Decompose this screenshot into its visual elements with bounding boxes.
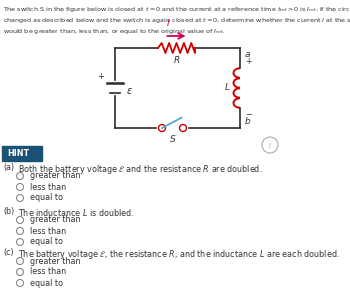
Text: $\varepsilon$: $\varepsilon$ xyxy=(126,86,133,96)
Text: less than: less than xyxy=(30,183,66,191)
Text: The inductance $L$ is doubled.: The inductance $L$ is doubled. xyxy=(18,207,134,218)
Text: L: L xyxy=(224,83,230,93)
Text: less than: less than xyxy=(30,268,66,276)
Text: greater than: greater than xyxy=(30,256,80,266)
FancyBboxPatch shape xyxy=(2,146,42,161)
Text: would be greater than, less than, or equal to the original value of $I_\mathrm{r: would be greater than, less than, or equ… xyxy=(3,27,225,36)
Text: (c): (c) xyxy=(3,248,14,257)
Text: HINT: HINT xyxy=(7,149,29,158)
Text: b: b xyxy=(245,117,251,126)
Text: −: − xyxy=(245,110,252,119)
Text: The battery voltage $\mathcal{E}$, the resistance $R$, and the inductance $L$ ar: The battery voltage $\mathcal{E}$, the r… xyxy=(18,248,340,261)
Text: greater than: greater than xyxy=(30,171,80,181)
Text: The switch S in the figure below is closed at $t = 0$ and the current at a refer: The switch S in the figure below is clos… xyxy=(3,5,350,14)
Text: changed as described below and the switch is again closed at $t = 0$, determine : changed as described below and the switc… xyxy=(3,16,350,25)
Text: I: I xyxy=(167,19,170,28)
Text: less than: less than xyxy=(30,227,66,235)
Text: Both the battery voltage $\mathcal{E}$ and the resistance $R$ are doubled.: Both the battery voltage $\mathcal{E}$ a… xyxy=(18,163,263,176)
Text: equal to: equal to xyxy=(30,278,63,288)
Text: equal to: equal to xyxy=(30,194,63,202)
Text: (a): (a) xyxy=(3,163,14,172)
Text: +: + xyxy=(245,57,251,66)
Text: a: a xyxy=(245,50,251,59)
Text: equal to: equal to xyxy=(30,237,63,247)
Text: +: + xyxy=(97,72,104,81)
Text: (b): (b) xyxy=(3,207,14,216)
Text: R: R xyxy=(173,56,180,65)
Text: S: S xyxy=(170,135,175,144)
Text: greater than: greater than xyxy=(30,216,80,224)
Text: i: i xyxy=(269,140,271,150)
